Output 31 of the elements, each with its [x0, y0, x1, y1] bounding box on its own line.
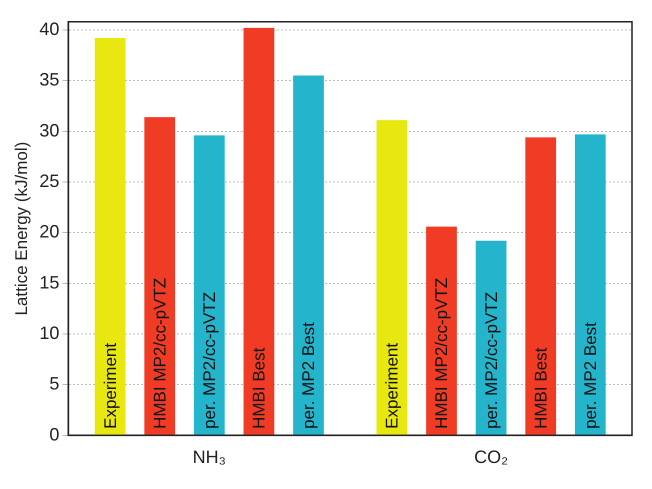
bar	[144, 117, 176, 435]
series-label: per. MP2 Best	[580, 322, 600, 429]
bar	[574, 134, 606, 435]
text: per. MP2/cc-pVTZ	[482, 292, 501, 429]
bar	[194, 135, 225, 435]
bar	[525, 137, 556, 435]
bar	[476, 240, 506, 435]
y-tick-label: 25	[39, 170, 60, 191]
y-tick-label: 40	[39, 18, 60, 39]
series-label: per. MP2/cc-pVTZ	[200, 292, 220, 429]
y-tick-label: 15	[39, 272, 60, 292]
y-tick-label: 35	[39, 70, 60, 90]
y-tick-label: 30	[39, 120, 60, 140]
bar	[376, 120, 408, 435]
y-tick-label: 10	[39, 322, 60, 343]
bar	[293, 76, 324, 435]
series-label: Experiment	[100, 342, 120, 429]
series-label: HMBI MP2/cc-pVTZ	[150, 278, 170, 429]
y-axis-title: Lattice Energy (kJ/mol)	[12, 142, 31, 316]
text: Experiment	[382, 342, 402, 429]
text: HMBI MP2/cc-pVTZ	[432, 278, 452, 429]
bar	[94, 38, 126, 435]
x-tick-label: CO₂	[474, 447, 508, 468]
x-tick-label: NH₃	[192, 447, 226, 468]
text: HMBI Best	[531, 348, 550, 429]
bar	[244, 28, 274, 435]
text: per. MP2 Best	[299, 322, 318, 429]
y-tick-label: 0	[49, 424, 60, 444]
series-label: HMBI Best	[250, 347, 269, 429]
y-tick-label: 5	[49, 374, 60, 394]
y-tick-label: 20	[39, 222, 60, 242]
